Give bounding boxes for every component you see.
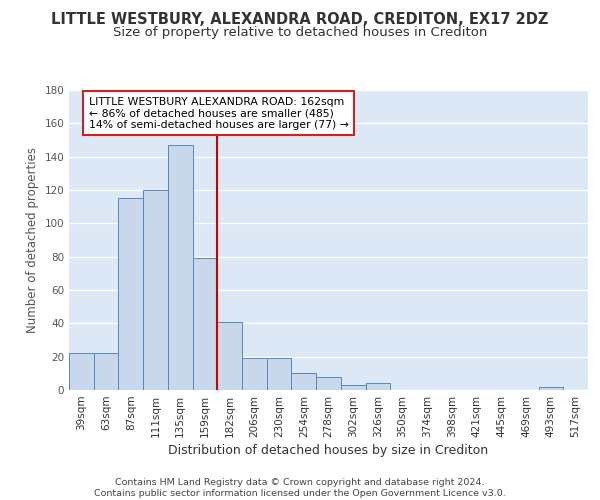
Bar (94, 354, 118, 390)
Bar (365, 384, 390, 390)
Bar (69, 354, 94, 390)
Text: LITTLE WESTBURY ALEXANDRA ROAD: 162sqm
← 86% of detached houses are smaller (485: LITTLE WESTBURY ALEXANDRA ROAD: 162sqm ←… (89, 96, 349, 130)
Bar (539, 386, 563, 390)
Text: Contains HM Land Registry data © Crown copyright and database right 2024.
Contai: Contains HM Land Registry data © Crown c… (94, 478, 506, 498)
Bar (143, 190, 168, 390)
Y-axis label: Number of detached properties: Number of detached properties (26, 147, 39, 333)
Text: Size of property relative to detached houses in Crediton: Size of property relative to detached ho… (113, 26, 487, 39)
Bar (118, 198, 143, 390)
Bar (341, 385, 365, 390)
Bar (267, 358, 292, 390)
Text: LITTLE WESTBURY, ALEXANDRA ROAD, CREDITON, EX17 2DZ: LITTLE WESTBURY, ALEXANDRA ROAD, CREDITO… (52, 12, 548, 28)
Bar (242, 358, 267, 390)
Bar (168, 145, 193, 390)
Bar (217, 322, 242, 390)
X-axis label: Distribution of detached houses by size in Crediton: Distribution of detached houses by size … (169, 444, 488, 457)
Bar (193, 258, 217, 390)
Bar (316, 376, 341, 390)
Bar (292, 374, 316, 390)
